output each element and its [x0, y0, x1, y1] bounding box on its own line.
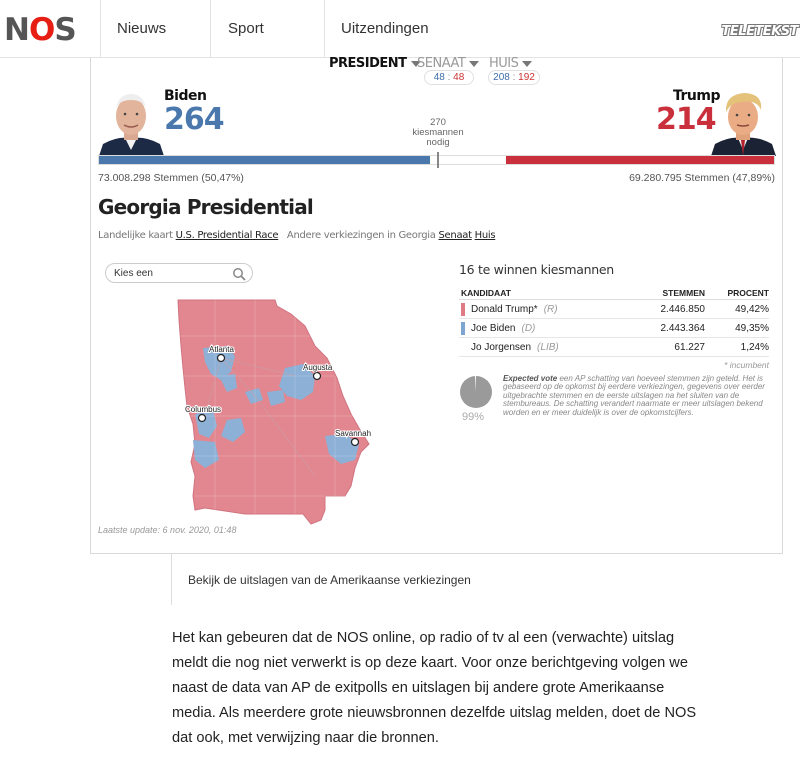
candidate-votes: 2.446.850	[660, 304, 706, 315]
biden-photo	[99, 94, 164, 156]
candidate-votes: 2.443.364	[660, 323, 706, 334]
city-label-savannah: Savannah	[335, 429, 371, 438]
candidate-votes: 61.227	[674, 342, 705, 353]
senaat-seat-count: 48 : 48	[424, 70, 474, 85]
pie-remaining	[474, 376, 476, 392]
results-table: 16 te winnen kiesmannen KANDIDAAT STEMME…	[459, 262, 769, 370]
col-percent: PROCENT	[727, 288, 769, 298]
race-tabs: PRESIDENT SENAAT 48 : 48 HUIS 208 : 192	[91, 56, 782, 88]
electoral-vote-bar	[98, 152, 775, 168]
candidate-percent: 49,42%	[735, 304, 769, 315]
candidate-percent: 1,24%	[740, 342, 769, 353]
chevron-down-icon	[469, 60, 480, 67]
candidate-name: Joe Biden	[471, 323, 516, 334]
col-votes: STEMMEN	[662, 288, 706, 298]
nav-item-uitzendingen[interactable]: Uitzendingen	[341, 20, 429, 37]
caption-text: Bekijk de uitslagen van de Amerikaanse v…	[188, 573, 471, 587]
candidate-name: Donald Trump*	[471, 304, 538, 315]
nav-divider	[324, 0, 325, 58]
tab-huis[interactable]: HUIS	[489, 56, 533, 71]
state-title: Georgia Presidential	[98, 195, 314, 219]
tab-president-label: PRESIDENT	[329, 56, 407, 71]
trump-name: Trump	[673, 88, 721, 104]
chevron-down-icon	[410, 60, 421, 67]
expected-vote-text: een AP schatting van hoeveel stemmen zij…	[503, 374, 765, 417]
separator: :	[512, 72, 516, 83]
expected-vote-explanation: Expected vote een AP schatting van hoeve…	[503, 374, 771, 417]
tab-senaat[interactable]: SENAAT	[417, 56, 480, 71]
votes-needed: 270 kiesmannen nodig	[398, 118, 478, 148]
state-links: Landelijke kaart U.S. Presidential Race …	[98, 230, 496, 241]
col-candidate: KANDIDAAT	[461, 288, 511, 298]
county-search[interactable]	[105, 263, 253, 283]
search-icon[interactable]	[232, 267, 246, 281]
senaat-rep-seats: 48	[453, 72, 465, 83]
candidate-party: (D)	[521, 323, 536, 334]
election-results-embed: PRESIDENT SENAAT 48 : 48 HUIS 208 : 192 …	[90, 56, 783, 554]
city-marker[interactable]	[216, 353, 226, 363]
teletekst-logo[interactable]: TELETEKST	[721, 24, 799, 39]
incumbent-note: * incumbent	[724, 360, 769, 370]
trump-electoral-votes: 214	[656, 102, 717, 137]
nos-logo[interactable]: NOS	[4, 12, 77, 48]
huis-seat-count: 208 : 192	[488, 70, 540, 85]
links-prefix: Landelijke kaart	[98, 230, 173, 241]
majority-marker	[437, 152, 439, 168]
tab-president[interactable]: PRESIDENT	[329, 56, 421, 71]
expected-vote-label: Expected vote	[503, 374, 558, 383]
trump-photo	[711, 93, 776, 156]
top-navigation: NOS Nieuws Sport Uitzendingen TELETEKST	[0, 0, 800, 58]
expected-vote: 99% Expected vote een AP schatting van h…	[459, 373, 769, 443]
table-row: Jo Jorgensen (LIB) 61.227 1,24%	[459, 338, 769, 357]
party-swatch	[461, 322, 465, 335]
huis-dem-seats: 208	[493, 72, 510, 83]
candidate-party: (R)	[543, 304, 558, 315]
city-label-atlanta: Atlanta	[209, 345, 234, 354]
trump-popular-vote: 69.280.795 Stemmen (47,89%)	[629, 172, 775, 184]
city-marker[interactable]	[197, 413, 207, 423]
biden-bar-fill	[99, 156, 431, 164]
last-updated: Laatste update: 6 nov. 2020, 01:48	[98, 525, 237, 535]
biden-electoral-votes: 264	[164, 102, 225, 137]
senaat-dem-seats: 48	[433, 72, 445, 83]
votes-needed-number: 270	[430, 117, 446, 128]
table-row: Joe Biden (D) 2.443.364 49,35%	[459, 319, 769, 338]
candidate-percent: 49,35%	[735, 323, 769, 334]
chevron-down-icon	[522, 60, 533, 67]
votes-needed-suffix: nodig	[426, 137, 450, 148]
nav-divider	[100, 0, 101, 58]
expected-vote-pie	[460, 376, 492, 408]
candidate-name: Jo Jorgensen	[471, 342, 532, 353]
huis-rep-seats: 192	[518, 72, 535, 83]
table-row: Donald Trump* (R) 2.446.850 49,42%	[459, 300, 769, 319]
tab-senaat-label: SENAAT	[417, 56, 466, 71]
city-marker[interactable]	[350, 437, 360, 447]
county-search-input[interactable]	[114, 266, 224, 280]
separator: :	[447, 72, 451, 83]
article-paragraph: Het kan gebeuren dat de NOS online, op r…	[172, 630, 697, 746]
link-national-race[interactable]: U.S. Presidential Race	[175, 230, 279, 241]
votes-needed-label: kiesmannen	[412, 127, 464, 138]
nav-item-nieuws[interactable]: Nieuws	[117, 20, 167, 37]
table-header: KANDIDAAT STEMMEN PROCENT	[459, 286, 769, 300]
city-marker[interactable]	[312, 371, 322, 381]
city-label-augusta: Augusta	[303, 363, 333, 372]
nav-divider	[210, 0, 211, 58]
link-huis[interactable]: Huis	[474, 230, 496, 241]
link-senaat[interactable]: Senaat	[438, 230, 473, 241]
biden-name: Biden	[164, 88, 207, 104]
links-other-label: Andere verkiezingen in Georgia	[286, 230, 436, 241]
candidate-party: (LIB)	[537, 342, 559, 353]
electoral-votes-heading: 16 te winnen kiesmannen	[459, 262, 614, 277]
georgia-county-map[interactable]: Atlanta Augusta Columbus Savannah	[175, 296, 375, 526]
tab-huis-label: HUIS	[489, 56, 519, 71]
city-label-columbus: Columbus	[185, 405, 221, 414]
trump-bar-fill	[505, 156, 774, 164]
embed-caption: Bekijk de uitslagen van de Amerikaanse v…	[171, 554, 783, 605]
party-swatch	[461, 341, 465, 354]
nav-item-sport[interactable]: Sport	[228, 20, 264, 37]
expected-vote-percent: 99%	[462, 411, 485, 423]
biden-popular-vote: 73.008.298 Stemmen (50,47%)	[98, 172, 244, 184]
party-swatch	[461, 303, 465, 316]
